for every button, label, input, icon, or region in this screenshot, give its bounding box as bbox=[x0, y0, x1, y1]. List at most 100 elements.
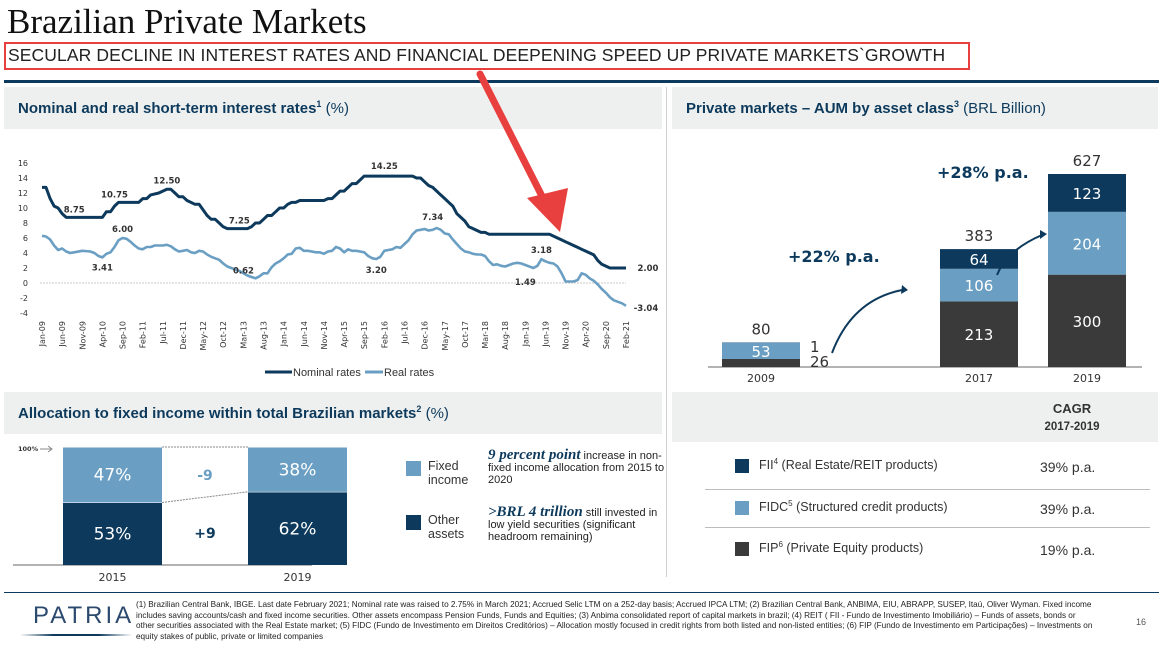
x-tick-label: Sep-20 bbox=[602, 321, 611, 349]
rates-title-sup: 1 bbox=[316, 99, 322, 109]
aum-segment-label: 204 bbox=[1073, 235, 1102, 253]
logo-underline bbox=[20, 634, 132, 636]
fixed-income-delta: -9 bbox=[197, 468, 213, 484]
data-label: -3.04 bbox=[634, 304, 659, 314]
legend-other-assets-label: Other assets bbox=[428, 513, 465, 541]
y-tick-label: 6 bbox=[23, 234, 28, 243]
x-tick-label: Jan-14 bbox=[280, 321, 289, 347]
data-label: 3.41 bbox=[92, 263, 113, 273]
other-assets-delta: +9 bbox=[194, 526, 215, 542]
data-label: 12.50 bbox=[153, 176, 180, 186]
growth-label: +22% p.a. bbox=[788, 247, 880, 266]
data-label: 7.34 bbox=[422, 213, 443, 223]
x-tick-label: Jul-11 bbox=[159, 321, 168, 345]
allocation-pct-label: 47% bbox=[94, 466, 132, 486]
rates-panel-header: Nominal and real short-term interest rat… bbox=[4, 87, 662, 129]
legend-real-label: Real rates bbox=[384, 367, 435, 379]
rates-panel-title: Nominal and real short-term interest rat… bbox=[18, 99, 349, 117]
aum-segment-label: 123 bbox=[1073, 185, 1102, 203]
y-tick-label: 4 bbox=[23, 249, 28, 258]
data-label: 8.75 bbox=[64, 205, 85, 215]
aum-year-label: 2009 bbox=[747, 372, 775, 385]
x-tick-label: Oct-17 bbox=[461, 321, 470, 348]
aum-panel-title: Private markets – AUM by asset class3 (B… bbox=[686, 99, 1046, 117]
allocation-pct-label: 38% bbox=[279, 460, 317, 480]
cagr-header-label: CAGR bbox=[1052, 401, 1092, 416]
aum-year-label: 2019 bbox=[1073, 372, 1101, 385]
growth-arrowhead-2-icon bbox=[1040, 230, 1047, 239]
allocation-pct-label: 62% bbox=[279, 519, 317, 539]
cagr-panel-header: CAGR 2017-2019 bbox=[672, 392, 1158, 442]
aum-segment-label: 300 bbox=[1073, 313, 1102, 331]
cagr-row-fip: FIP6 (Private Equity products) 19% p.a. bbox=[735, 530, 1166, 568]
y-tick-label: 10 bbox=[18, 204, 28, 213]
allocation-year-label: 2019 bbox=[284, 571, 312, 584]
allocation-bars: 53% 47% 2015 62% 38% 2019 -9 +9 bbox=[63, 446, 347, 584]
allocation-note-2: >BRL 4 trillion still invested in low yi… bbox=[488, 504, 658, 544]
x-axis-ticks: Jan-09 Jun-09 Nov-09 Apr-10 Sep-10 Feb-11 Jul-… bbox=[38, 321, 631, 350]
aum-bar-segment bbox=[1048, 274, 1126, 367]
x-tick-label: Aug-18 bbox=[501, 321, 510, 350]
page-number: 16 bbox=[1136, 617, 1147, 627]
aum-title-sup: 3 bbox=[953, 99, 959, 109]
growth-arrowhead-1-icon bbox=[901, 285, 908, 294]
aum-segment-label: 64 bbox=[969, 251, 988, 269]
aum-bar-segment bbox=[940, 249, 1018, 269]
aum-stacked-bar-chart: 80 2009 213 106 64 383 2017 300 204 123 627 2019 53 1… bbox=[708, 152, 1142, 385]
hundred-percent-marker: 100% bbox=[18, 445, 39, 453]
data-label: 3.18 bbox=[531, 246, 552, 256]
x-tick-label: Feb-16 bbox=[380, 321, 389, 348]
aum-segment-label: 53 bbox=[751, 343, 770, 361]
page-title: Brazilian Private Markets bbox=[7, 2, 367, 41]
legend-nominal-label: Nominal rates bbox=[293, 367, 361, 379]
data-label: 14.25 bbox=[371, 162, 398, 172]
interest-rates-chart: 16 14 12 10 8 6 4 2 0 -2 -4 Jan-09 Jun-09 Nov-09 Apr-… bbox=[18, 159, 659, 379]
patria-logo: PATRIA bbox=[33, 602, 135, 629]
allocation-year-label: 2015 bbox=[99, 571, 127, 584]
red-arrow-annotation bbox=[476, 70, 568, 232]
x-tick-label: Sep-15 bbox=[360, 321, 369, 349]
x-tick-label: May-17 bbox=[441, 321, 450, 350]
y-tick-label: 0 bbox=[23, 279, 28, 288]
aum-total-label: 383 bbox=[965, 227, 994, 245]
hundred-percent-arrow-icon bbox=[40, 445, 53, 453]
cagr-row-label: FIDC5 (Structured credit products) bbox=[759, 499, 948, 515]
allocation-bar-segment bbox=[63, 502, 162, 565]
x-tick-label: Apr-15 bbox=[340, 321, 349, 347]
aum-bar-segment bbox=[722, 358, 800, 367]
allocation-title-sup: 2 bbox=[416, 404, 422, 414]
aum-segment-label: 106 bbox=[965, 277, 994, 295]
aum-title-text: Private markets – AUM by asset class bbox=[686, 100, 954, 117]
x-tick-label: May-12 bbox=[199, 321, 208, 350]
x-tick-label: Jun-19 bbox=[541, 321, 550, 348]
data-label: 10.75 bbox=[101, 190, 128, 200]
x-tick-label: Feb-21 bbox=[622, 321, 631, 348]
real-rates-line bbox=[41, 226, 627, 307]
cagr-header-period: 2017-2019 bbox=[1044, 421, 1100, 433]
connector-mid bbox=[161, 491, 249, 503]
cagr-row-fidc: FIDC5 (Structured credit products) 39% p… bbox=[735, 489, 1166, 527]
allocation-panel-header: Allocation to fixed income within total … bbox=[4, 392, 662, 434]
y-tick-label: 14 bbox=[18, 174, 28, 183]
x-tick-label: Nov-09 bbox=[78, 321, 87, 349]
y-tick-label: 12 bbox=[18, 189, 28, 198]
y-tick-label: 16 bbox=[18, 159, 28, 168]
panel-divider bbox=[666, 87, 667, 577]
rates-title-suffix: (%) bbox=[325, 100, 349, 117]
data-label: 6.00 bbox=[112, 225, 133, 235]
allocation-title-suffix: (%) bbox=[425, 405, 449, 422]
aum-bars: 80 2009 213 106 64 383 2017 300 204 123 627 2019 53 1… bbox=[722, 152, 1126, 385]
chart-legend: Nominal rates Real rates bbox=[265, 367, 435, 379]
growth-annotations: +22% p.a. +28% p.a. bbox=[788, 163, 1047, 354]
legend-other-assets-swatch bbox=[406, 515, 421, 530]
growth-label: +28% p.a. bbox=[937, 163, 1029, 182]
x-tick-label: Apr-10 bbox=[98, 321, 107, 347]
fii-swatch bbox=[735, 459, 749, 473]
growth-arrow-1 bbox=[831, 289, 903, 354]
fidc-swatch bbox=[735, 501, 749, 515]
aum-segment-label: 213 bbox=[965, 326, 994, 344]
x-tick-label: Jun-09 bbox=[58, 321, 67, 348]
x-tick-label: Jan-19 bbox=[521, 321, 530, 347]
legend-fixed-income-swatch bbox=[406, 461, 421, 476]
cagr-row-label: FIP6 (Private Equity products) bbox=[759, 540, 924, 556]
